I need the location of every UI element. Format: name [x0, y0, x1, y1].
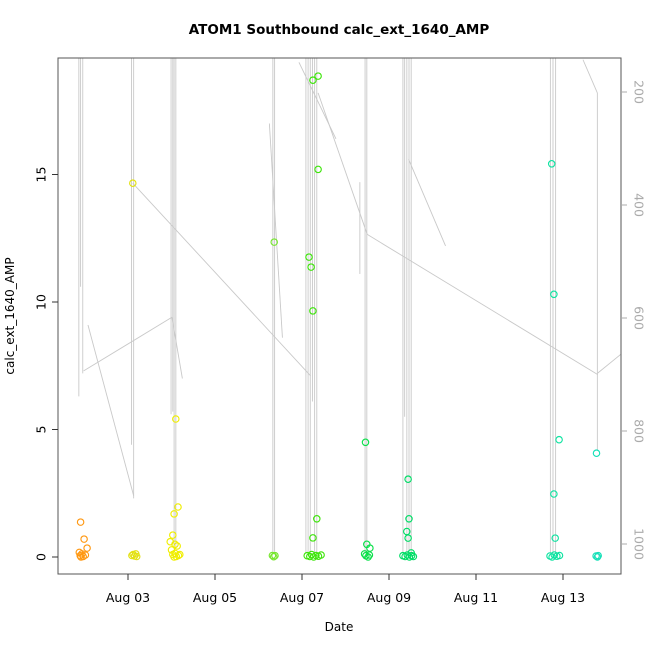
connector-line [408, 159, 446, 247]
connector-line [597, 353, 621, 374]
data-point [551, 534, 559, 542]
plot-box [57, 57, 622, 575]
y-tick-label: 15 [34, 167, 49, 183]
y-axis-left: 0 5 10 15 [34, 167, 58, 561]
data-point [76, 518, 85, 526]
x-axis-title: Date [325, 620, 354, 634]
data-point [404, 534, 412, 542]
connector-line [268, 123, 283, 338]
x-tick-label: Aug 03 [106, 590, 150, 605]
data-point [592, 449, 601, 457]
right-tick-label: 600 [632, 306, 647, 330]
data-point [307, 263, 315, 271]
data-points [75, 72, 602, 561]
data-point [409, 552, 418, 561]
data-point [555, 551, 564, 560]
x-tick-label: Aug 05 [193, 590, 237, 605]
data-point [132, 552, 141, 561]
data-point [174, 503, 182, 511]
connector-lines [78, 58, 621, 554]
data-point [174, 551, 183, 560]
data-point [305, 253, 313, 261]
data-point [83, 544, 91, 552]
data-point [309, 534, 317, 542]
connector-line [132, 182, 312, 377]
x-tick-label: Aug 13 [541, 590, 585, 605]
chart-title: ATOM1 Southbound calc_ext_1640_AMP [189, 22, 490, 38]
data-point [128, 551, 136, 560]
data-point [555, 435, 563, 444]
data-point [404, 475, 412, 483]
data-point [550, 490, 558, 498]
data-point [314, 165, 322, 174]
x-tick-label: Aug 11 [454, 590, 498, 605]
right-tick-label: 1000 [632, 528, 647, 560]
data-point [364, 553, 372, 561]
data-point [593, 553, 602, 561]
data-point [550, 290, 558, 299]
right-tick-label: 400 [632, 193, 647, 217]
y-axis-title: calc_ext_1640_AMP [3, 257, 17, 374]
data-point [361, 438, 370, 447]
data-point [77, 553, 85, 561]
data-point [405, 515, 413, 523]
data-point [268, 551, 277, 560]
data-point [172, 415, 180, 423]
y-tick-label: 10 [34, 294, 49, 310]
data-point [81, 551, 90, 559]
data-point [80, 535, 88, 543]
data-point [314, 72, 322, 80]
right-tick-label: 200 [632, 80, 647, 104]
connector-line [83, 316, 173, 372]
y-tick-label: 5 [34, 426, 49, 434]
data-point [365, 551, 374, 559]
connector-line [171, 317, 183, 379]
y-axis-right: 200 400 600 800 1000 [621, 80, 647, 560]
connector-line [367, 234, 599, 376]
y-tick-label: 0 [34, 553, 49, 561]
data-point [547, 160, 556, 168]
data-point [171, 540, 179, 549]
data-point [129, 179, 137, 187]
data-point [269, 552, 278, 561]
data-point [170, 553, 178, 561]
data-point [548, 553, 556, 561]
data-point [594, 551, 602, 560]
connector-line [87, 324, 135, 496]
x-axis: Aug 03 Aug 05 Aug 07 Aug 09 Aug 11 Aug 13 [106, 574, 585, 605]
data-point [173, 542, 181, 550]
right-tick-label: 800 [632, 419, 647, 443]
connector-line [317, 92, 368, 235]
data-point [317, 551, 325, 559]
connector-line [582, 59, 598, 94]
data-point [76, 551, 84, 560]
x-tick-label: Aug 09 [367, 590, 411, 605]
data-point [313, 515, 321, 523]
x-tick-label: Aug 07 [280, 590, 324, 605]
data-point [169, 531, 177, 539]
data-point [170, 510, 178, 518]
data-point [271, 551, 279, 560]
data-point [309, 76, 317, 84]
data-point [270, 238, 278, 246]
data-point [309, 307, 317, 315]
